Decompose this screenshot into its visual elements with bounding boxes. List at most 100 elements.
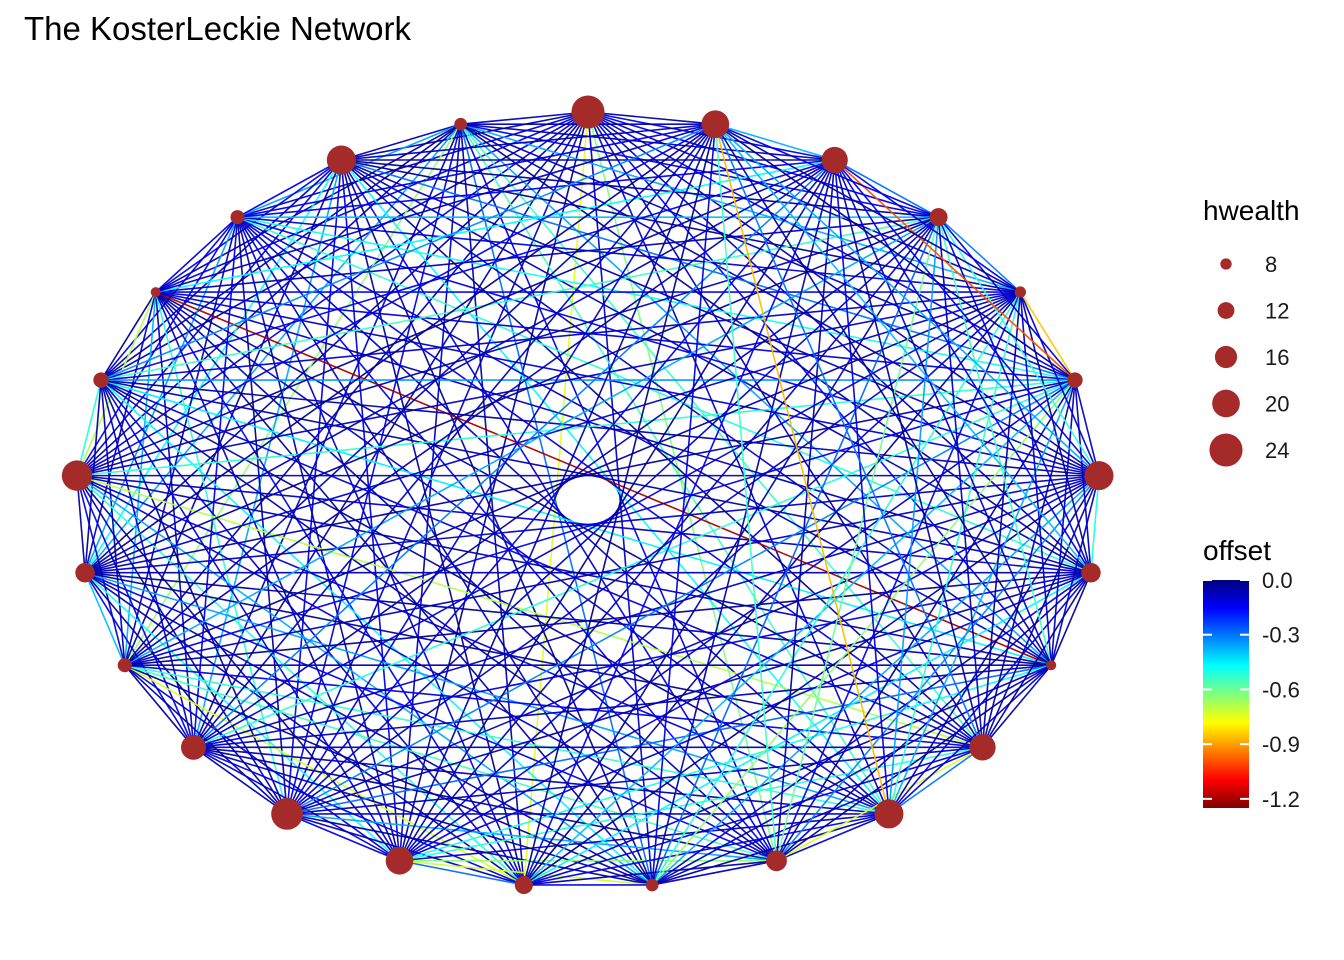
edge (237, 216, 1021, 293)
edge (399, 859, 653, 886)
network-node (571, 95, 605, 129)
edge (523, 123, 717, 886)
edge (775, 379, 1076, 862)
edge (100, 291, 157, 381)
edge (236, 217, 288, 814)
edge (84, 216, 239, 574)
edge (76, 475, 195, 748)
edge (587, 111, 1021, 293)
edge (398, 159, 836, 862)
edge (775, 216, 940, 861)
edge (84, 379, 1076, 574)
edge (715, 123, 835, 161)
edge (937, 216, 1021, 293)
network-node (701, 110, 730, 139)
edge (937, 216, 1092, 574)
edge (155, 111, 589, 293)
edge (237, 159, 342, 218)
offset-legend-label: -0.6 (1262, 677, 1300, 702)
edge (286, 159, 836, 815)
edge (124, 664, 288, 815)
edge (155, 291, 1100, 477)
edge (193, 571, 1092, 749)
edge (399, 859, 524, 886)
network-node (1084, 461, 1114, 491)
edge (193, 746, 890, 815)
network-node (645, 878, 659, 892)
edge (399, 571, 1092, 862)
edge (651, 813, 890, 886)
edge (286, 813, 653, 886)
edge (193, 746, 653, 886)
edge (1050, 572, 1092, 666)
edge (651, 291, 1021, 886)
edge (341, 111, 589, 161)
edge (937, 216, 1100, 477)
edge (237, 111, 589, 218)
edge (888, 291, 1022, 815)
edge (236, 216, 890, 815)
edge (776, 664, 1052, 862)
network-node (874, 799, 904, 829)
network-node (514, 875, 533, 895)
network-node (1014, 286, 1026, 298)
edge (193, 216, 939, 748)
edge (100, 379, 525, 886)
edge (981, 572, 1092, 748)
edge (1090, 475, 1100, 573)
edge (1019, 291, 1092, 573)
network-node (326, 145, 356, 175)
edge (651, 379, 1076, 886)
edge (100, 379, 890, 815)
edge (1074, 379, 1100, 476)
edge (84, 571, 777, 862)
node-layer (61, 95, 1114, 895)
edge (651, 475, 1100, 886)
edge (587, 111, 939, 218)
edge (937, 216, 1053, 666)
edge (714, 123, 1092, 574)
edge (834, 159, 1076, 381)
edge (714, 123, 1100, 477)
edge (523, 859, 777, 886)
network-node (75, 562, 95, 583)
edge (76, 475, 288, 815)
edge (775, 475, 1100, 862)
network-node (766, 850, 787, 872)
edge (76, 123, 462, 477)
network-node (1081, 562, 1101, 583)
edge (888, 664, 1052, 815)
hwealth-legend-key (1217, 302, 1235, 319)
edge (76, 159, 342, 477)
edge (399, 379, 1076, 862)
edge (341, 159, 1021, 293)
network-node (1046, 660, 1057, 671)
edge (286, 746, 983, 815)
edge (523, 746, 983, 886)
edge (123, 159, 343, 666)
edge (714, 123, 1052, 666)
edge (192, 123, 716, 748)
network-node (61, 460, 93, 491)
edge (237, 216, 1092, 574)
edge (715, 123, 939, 218)
edge (124, 123, 716, 666)
edge (84, 291, 157, 573)
hwealth-legend-key (1212, 389, 1240, 418)
edge (100, 159, 835, 381)
edge (154, 291, 288, 815)
offset-legend-label: 0.0 (1262, 568, 1293, 593)
edge (155, 291, 778, 862)
offset-colorbar (1203, 580, 1249, 808)
edge (888, 217, 940, 814)
edge (286, 216, 940, 815)
edge (124, 379, 1076, 666)
edge (100, 123, 462, 381)
hwealth-legend-key (1209, 433, 1243, 467)
network-node (271, 798, 303, 830)
edge (888, 572, 1092, 815)
edge (237, 216, 983, 748)
edge (460, 123, 939, 218)
edge (460, 123, 984, 748)
edge (341, 159, 1076, 381)
